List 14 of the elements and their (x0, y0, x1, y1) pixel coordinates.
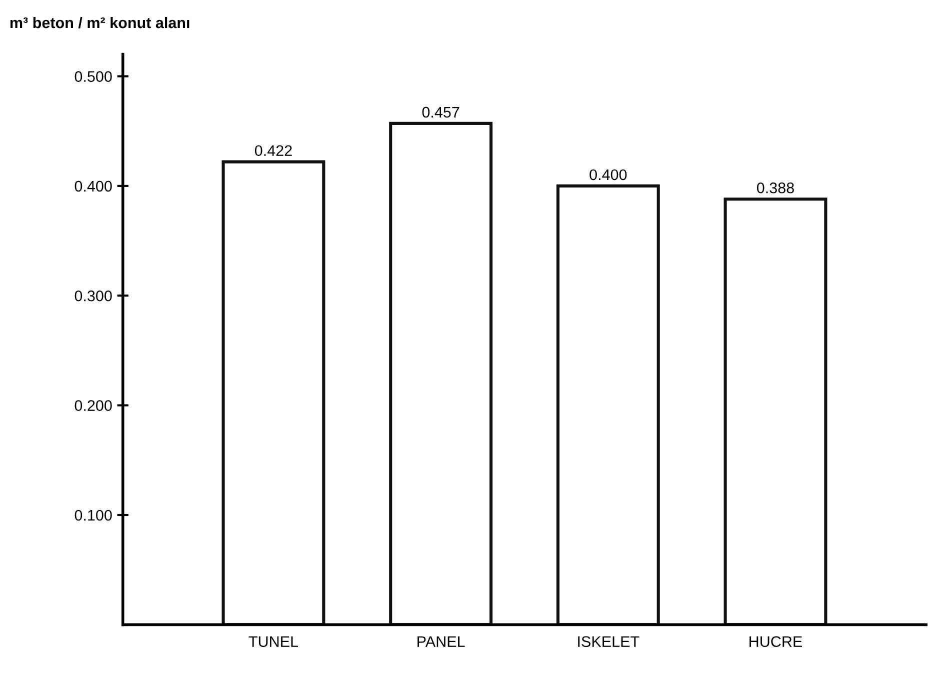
data-label: 0.422 (254, 145, 292, 156)
y-tick-label: 0.200 (74, 400, 112, 411)
x-tick-label: ISKELET (578, 636, 640, 648)
y-tick-label: 0.400 (74, 180, 112, 192)
y-tick-label: 0.500 (74, 71, 112, 82)
x-tick-label: HUCRE (750, 636, 802, 648)
x-tick-label: PANEL (418, 636, 465, 647)
x-tick-label: TUNEL (248, 636, 298, 648)
y-tick-label: 0.300 (74, 290, 112, 302)
y-tick-label: 0.100 (74, 510, 112, 521)
data-label: 0.388 (756, 182, 794, 194)
y-axis-title: m³ beton / m² konut alanı (10, 16, 190, 28)
data-label: 0.457 (422, 106, 460, 118)
data-label: 0.400 (590, 169, 627, 180)
